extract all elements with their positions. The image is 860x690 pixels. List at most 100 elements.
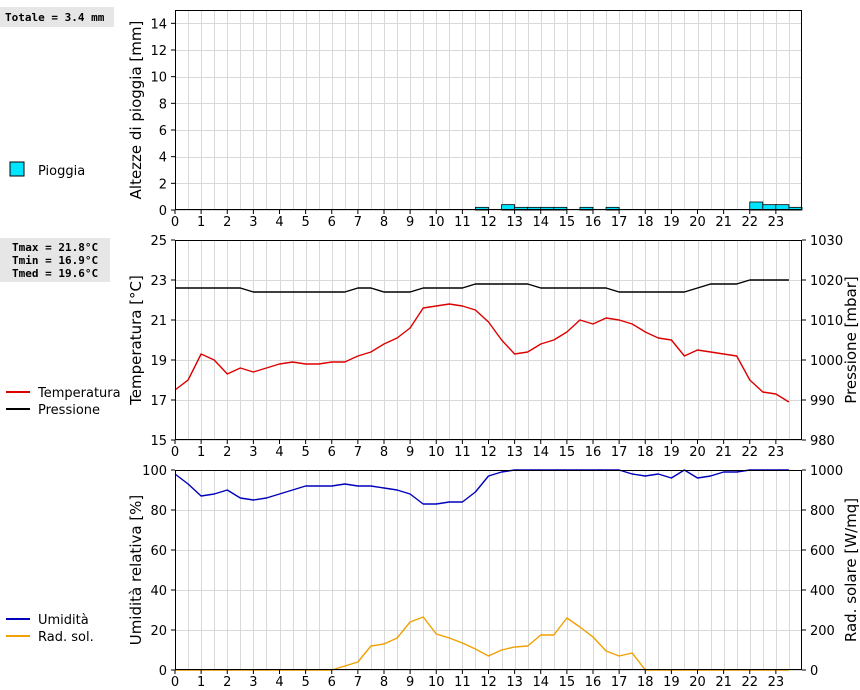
plot-frame	[175, 10, 802, 210]
y-axis-label: Temperatura [°C]	[127, 275, 145, 406]
x-tick-label: 16	[585, 445, 602, 460]
y-tick-label: 4	[159, 151, 167, 166]
y-tick-label: 12	[150, 44, 167, 59]
x-tick-label: 0	[171, 675, 179, 690]
x-tick-label: 3	[249, 215, 257, 230]
x-tick-label: 20	[689, 215, 706, 230]
x-tick-label: 19	[663, 675, 680, 690]
x-tick-label: 7	[354, 675, 362, 690]
legend-humidity-label: Umidità	[38, 613, 89, 628]
y-tick-label: 6	[159, 124, 167, 139]
y-tick-label: 60	[150, 544, 167, 559]
x-tick-label: 4	[275, 445, 283, 460]
x-tick-label: 4	[275, 675, 283, 690]
y-tick-label: 8	[159, 97, 167, 112]
x-tick-label: 16	[585, 675, 602, 690]
y-tick-label-right: 1000	[810, 464, 843, 479]
y-tick-label-right: 0	[810, 664, 818, 679]
y-axis-left: 15 17 19 21 23 25	[150, 234, 175, 449]
x-tick-label: 0	[171, 215, 179, 230]
x-tick-label: 13	[506, 445, 523, 460]
grid	[175, 470, 802, 671]
x-tick-label: 5	[301, 445, 309, 460]
x-tick-label: 21	[715, 215, 732, 230]
y-axis-label-right: Pressione [mbar]	[842, 276, 860, 404]
y-tick-label: 80	[150, 504, 167, 519]
legend-rain: Pioggia	[9, 161, 85, 179]
y-tick-label: 23	[150, 274, 167, 289]
y-tick-label-right: 1020	[810, 274, 843, 289]
x-axis: 0 1 2 3 4 5 6 7 8 9 10 11 12 13 14 15 16 17 18 19 20 21 22 23	[171, 210, 784, 230]
legend-humidity: Umidità	[6, 613, 89, 628]
y-tick-label-right: 990	[810, 394, 835, 409]
x-tick-label: 13	[506, 675, 523, 690]
y-axis-label: Umidità relativa [%]	[127, 495, 145, 646]
x-tick-label: 17	[611, 675, 628, 690]
x-tick-label: 1	[197, 445, 205, 460]
y-tick-label-right: 600	[810, 544, 835, 559]
x-axis: 0 1 2 3 4 5 6 7 8 9 10 11 12 13 14 15 16 17 18 19 20 21 22 23	[171, 670, 784, 690]
x-tick-label: 3	[249, 675, 257, 690]
x-tick-label: 15	[559, 445, 576, 460]
x-tick-label: 5	[301, 215, 309, 230]
y-tick-label-right: 200	[810, 624, 835, 639]
grid	[175, 10, 802, 211]
y-tick-label-right: 980	[810, 434, 835, 449]
x-tick-label: 5	[301, 675, 309, 690]
rain-bar	[749, 201, 764, 211]
x-tick-label: 12	[480, 445, 497, 460]
x-tick-label: 9	[406, 215, 414, 230]
x-tick-label: 10	[428, 215, 445, 230]
y-axis-left: 0 20 40 60 80 100	[142, 464, 175, 679]
x-tick-label: 10	[428, 675, 445, 690]
y-tick-label-right: 1000	[810, 354, 843, 369]
legend-pressure-label: Pressione	[38, 403, 100, 418]
x-tick-label: 23	[768, 675, 785, 690]
x-tick-label: 17	[611, 445, 628, 460]
temp-stats-box: Tmax = 21.8°C Tmin = 16.9°C Tmed = 19.6°…	[0, 238, 110, 282]
y-axis-right: 980 990 1000 1010 1020 1030	[802, 234, 843, 449]
x-tick-label: 15	[559, 215, 576, 230]
legend-pressure: Pressione	[6, 403, 100, 418]
x-tick-label: 1	[197, 675, 205, 690]
y-tick-label: 21	[150, 314, 167, 329]
x-tick-label: 13	[506, 215, 523, 230]
x-tick-label: 19	[663, 445, 680, 460]
x-tick-label: 2	[223, 445, 231, 460]
series-line-pressione	[175, 279, 789, 293]
x-tick-label: 18	[637, 675, 654, 690]
x-tick-label: 17	[611, 215, 628, 230]
legend-radiation-label: Rad. sol.	[38, 630, 94, 645]
plot-frame	[175, 470, 802, 670]
x-tick-label: 3	[249, 445, 257, 460]
x-tick-label: 18	[637, 215, 654, 230]
tmax-text: Tmax = 21.8°C	[12, 241, 98, 254]
x-tick-label: 14	[532, 215, 549, 230]
x-axis: 0 1 2 3 4 5 6 7 8 9 10 11 12 13 14 15 16 17 18 19 20 21 22 23	[171, 440, 784, 460]
panel-2: 0 1 2 3 4 5 6 7 8 9 10 11 12 13 14 15 16 17 18 19 20 21 22 2315…	[127, 234, 860, 460]
y-axis-label-right: Rad. solare [W/mq]	[842, 498, 860, 642]
x-tick-label: 22	[741, 215, 758, 230]
y-tick-label-right: 1010	[810, 314, 843, 329]
x-tick-label: 6	[328, 445, 336, 460]
x-tick-label: 2	[223, 675, 231, 690]
x-tick-label: 18	[637, 445, 654, 460]
x-tick-label: 22	[741, 675, 758, 690]
y-tick-label-right: 800	[810, 504, 835, 519]
y-tick-label: 17	[150, 394, 167, 409]
x-tick-label: 10	[428, 445, 445, 460]
y-axis-left: 0 2 4 6 8 10 12 14	[150, 17, 175, 219]
x-tick-label: 4	[275, 215, 283, 230]
x-tick-label: 6	[328, 215, 336, 230]
y-tick-label: 19	[150, 354, 167, 369]
legend-temperature: Temperatura	[6, 386, 121, 401]
x-tick-label: 8	[380, 445, 388, 460]
rain-total-box: Totale = 3.4 mm	[0, 7, 114, 27]
panel-3: 0 1 2 3 4 5 6 7 8 9 10 11 12 13 14 15 16 17 18 19 20 21 22 2302…	[127, 464, 860, 690]
x-tick-label: 20	[689, 445, 706, 460]
y-tick-label: 15	[150, 434, 167, 449]
plot-area	[175, 10, 802, 210]
x-tick-label: 23	[768, 445, 785, 460]
x-tick-label: 19	[663, 215, 680, 230]
